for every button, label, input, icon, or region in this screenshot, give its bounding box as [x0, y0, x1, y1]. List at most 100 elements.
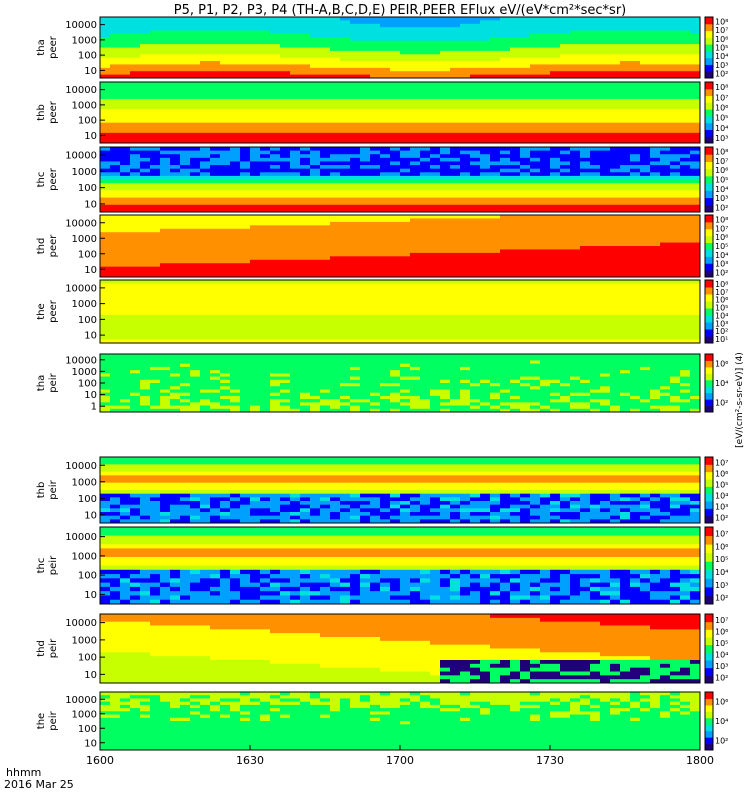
colorbar-tick-the-peer-6: 10⁷: [715, 288, 728, 297]
colorbar-tick-the-peer-3: 10⁴: [715, 311, 728, 320]
colorbar-tick-thc-peer-1: 10³: [715, 194, 728, 203]
colorbar-tick-thd-peer-3: 10⁵: [715, 242, 728, 251]
ytick-label-tha-peir-3: 1000: [72, 367, 97, 378]
colorbar-tick-the-peer-7: 10⁸: [715, 280, 728, 289]
colorbar-tick-thd-peir-1: 10³: [715, 662, 728, 671]
colorbar-tha-peer: [704, 16, 714, 79]
ytick-label-thb-peir-3: 10000: [65, 461, 97, 472]
ytick-label-the-peer-3: 10000: [65, 283, 97, 294]
ytick-label-thd-peir-3: 10000: [65, 618, 97, 629]
colorbar-tick-thd-peer-5: 10⁷: [715, 224, 728, 233]
ytick-label-thd-peer-2: 1000: [72, 234, 97, 245]
panel-the-peer: [100, 280, 701, 344]
colorbar-tha-peir: [704, 353, 714, 413]
colorbar-tick-thc-peir-0: 10²: [715, 594, 728, 603]
colorbar-thd-peir: [704, 613, 714, 684]
colorbar-tick-thb-peir-4: 10⁶: [715, 470, 728, 479]
colorbar-tick-thc-peir-3: 10⁵: [715, 555, 728, 564]
colorbar-tick-thc-peer-2: 10⁴: [715, 185, 728, 194]
panel-thd-peir: [100, 614, 701, 684]
panel-tha-peir: [100, 354, 701, 413]
colorbar-tick-thd-peer-6: 10⁸: [715, 215, 728, 224]
xtick-label-2: 1700: [386, 754, 414, 767]
colorbar-tick-tha-peer-3: 10⁵: [715, 44, 728, 53]
colorbar-the-peir: [704, 691, 714, 751]
panel-label-species-the-peer: peer: [48, 299, 59, 323]
ytick-label-thb-peir-2: 1000: [72, 477, 97, 488]
colorbar-thc-peer: [704, 146, 714, 213]
panel-label-species-thb-peer: peer: [48, 100, 59, 124]
panel-thc-peir: [100, 527, 701, 605]
panel-label-probe-the-peer: the: [36, 303, 47, 319]
colorbar-tick-the-peir-2: 10⁶: [715, 698, 728, 707]
colorbar-tick-thb-peir-2: 10⁴: [715, 492, 728, 501]
colorbar-label: [eV/(cm²-s-sr-eV)] (4): [735, 352, 745, 448]
panel-label-probe-tha-peir: tha: [36, 375, 47, 391]
ytick-label-thd-peir-2: 1000: [72, 635, 97, 646]
panel-label-probe-the-peir: the: [36, 713, 47, 729]
ytick-label-tha-peir-2: 100: [78, 379, 97, 390]
panel-frame-thd-peir: [99, 613, 701, 684]
xtick-label-3: 1730: [536, 754, 564, 767]
colorbar-tick-thc-peer-4: 10⁶: [715, 166, 728, 175]
date-label: 2016 Mar 25: [4, 778, 74, 791]
ytick-label-tha-peir-0: 1: [91, 402, 97, 413]
ytick-label-thb-peer-1: 100: [78, 116, 97, 127]
ytick-label-tha-peir-4: 10000: [65, 355, 97, 366]
ytick-label-thd-peer-0: 10: [84, 265, 97, 276]
colorbar-tick-tha-peir-0: 10²: [715, 398, 728, 407]
ytick-label-the-peer-0: 10: [84, 331, 97, 342]
colorbar-tick-thd-peir-3: 10⁵: [715, 639, 728, 648]
colorbar-tick-thd-peer-2: 10⁴: [715, 251, 728, 260]
ytick-label-thc-peir-3: 10000: [65, 532, 97, 543]
panel-frame-tha-peer: [99, 16, 701, 79]
panel-label-probe-thb-peir: thb: [36, 482, 47, 499]
colorbar-tick-the-peer-5: 10⁶: [715, 296, 728, 305]
panel-frame-thb-peir: [99, 456, 701, 524]
colorbar-tick-thd-peir-0: 10²: [715, 673, 728, 682]
ytick-label-the-peer-2: 1000: [72, 299, 97, 310]
time-axis-label: hhmm: [6, 766, 42, 779]
colorbar-tick-thc-peer-6: 10⁸: [715, 148, 728, 157]
colorbar-tick-thd-peir-5: 10⁷: [715, 616, 728, 625]
panel-label-probe-thc-peer: thc: [36, 172, 47, 188]
colorbar-tick-thb-peer-1: 10⁴: [715, 124, 728, 133]
colorbar-tick-thb-peer-4: 10⁷: [715, 93, 728, 102]
colorbar-tick-tha-peer-4: 10⁶: [715, 35, 728, 44]
ytick-label-the-peir-0: 10: [84, 738, 97, 749]
panel-frame-thc-peer: [99, 146, 701, 213]
ytick-label-thc-peer-3: 10000: [65, 151, 97, 162]
panel-label-probe-thb-peer: thb: [36, 104, 47, 121]
xtick-label-0: 1600: [86, 754, 114, 767]
colorbar-tick-thb-peer-5: 10⁸: [715, 83, 728, 92]
colorbar-tick-thd-peer-0: 10²: [715, 269, 728, 278]
colorbar-tick-thc-peir-1: 10³: [715, 581, 728, 590]
chart-title: P5, P1, P2, P3, P4 (TH-A,B,C,D,E) PEIR,P…: [173, 3, 627, 18]
colorbar-tick-thb-peer-3: 10⁶: [715, 103, 728, 112]
colorbar-tick-tha-peer-6: 10⁸: [715, 17, 728, 26]
colorbar-tick-thc-peir-2: 10⁴: [715, 568, 728, 577]
colorbar-tick-thb-peir-3: 10⁵: [715, 481, 728, 490]
colorbar-tick-thc-peer-3: 10⁵: [715, 176, 728, 185]
colorbar-tick-thc-peer-0: 10²: [715, 203, 728, 212]
colorbar-tick-tha-peer-1: 10³: [715, 61, 728, 70]
colorbar-tick-tha-peer-0: 10²: [715, 70, 728, 79]
xtick-label-4: 1800: [686, 754, 714, 767]
colorbar-tick-the-peer-2: 10³: [715, 319, 728, 328]
colorbar-thd-peer: [704, 214, 714, 278]
colorbar-tick-tha-peir-1: 10⁴: [715, 379, 728, 388]
panel-label-species-thd-peir: peir: [48, 638, 59, 658]
panel-label-species-tha-peer: peer: [48, 35, 59, 59]
colorbar-tick-thb-peir-5: 10⁷: [715, 459, 728, 468]
panel-label-probe-thd-peir: thd: [36, 640, 47, 657]
panel-label-species-tha-peir: peir: [48, 372, 59, 392]
panel-label-species-thb-peir: peir: [48, 479, 59, 499]
ytick-label-tha-peer-2: 1000: [72, 35, 97, 46]
ytick-label-thd-peir-1: 100: [78, 653, 97, 664]
colorbar-tick-thb-peir-0: 10²: [715, 514, 728, 523]
panel-label-probe-thd-peer: thd: [36, 238, 47, 255]
panel-label-species-the-peir: peir: [48, 710, 59, 730]
panel-label-probe-tha-peer: tha: [36, 39, 47, 55]
panel-label-probe-thc-peir: thc: [36, 558, 47, 574]
